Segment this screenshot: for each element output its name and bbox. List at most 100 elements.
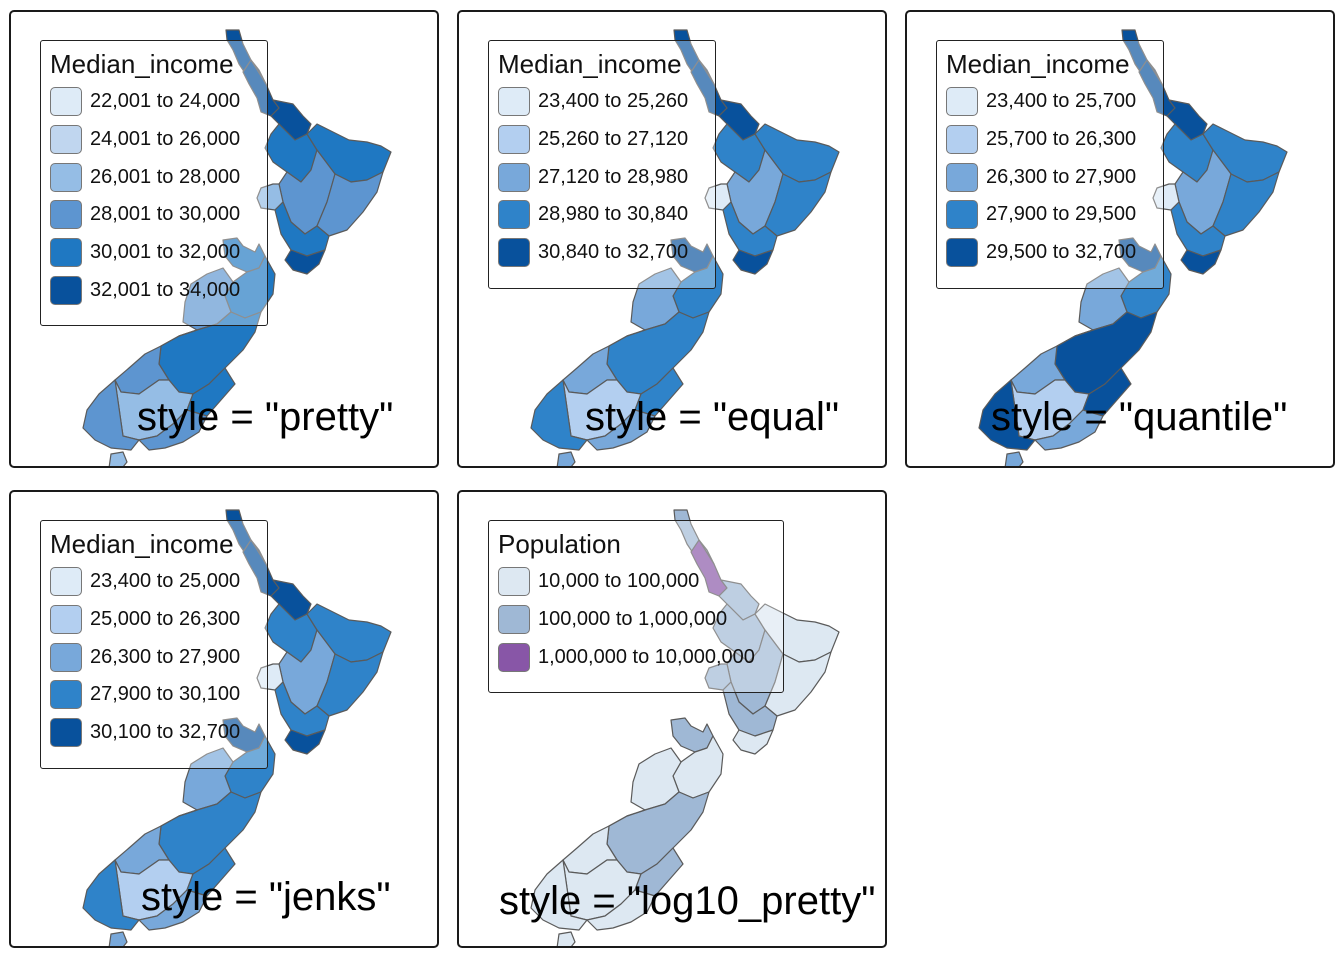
legend-item-label: 30,100 to 32,700: [90, 721, 241, 744]
legend-swatch: [498, 125, 530, 155]
legend-swatch: [498, 567, 530, 597]
map-region: [186, 367, 236, 417]
legend-item: 10,000 to 100,000: [498, 563, 774, 601]
map-region: [274, 201, 330, 257]
legend-swatch: [50, 642, 82, 672]
map-region: [1170, 201, 1226, 257]
legend-item: 25,260 to 27,120: [498, 121, 706, 159]
nz-region-map: [82, 509, 392, 946]
legend-item: 25,000 to 26,300: [50, 601, 258, 639]
legend-item: 30,840 to 32,700: [498, 234, 706, 272]
style-caption: style = "jenks": [141, 875, 391, 919]
legend-swatch: [946, 238, 978, 268]
legend-item-label: 25,260 to 27,120: [538, 128, 689, 151]
map-region: [186, 847, 236, 897]
map-region: [634, 847, 684, 897]
map-region: [690, 539, 728, 597]
map-region: [634, 367, 684, 417]
map-region: [284, 729, 326, 755]
map-region: [1034, 409, 1104, 451]
legend-swatch: [50, 275, 82, 305]
legend: Median_income 23,400 to 25,000 25,000 to…: [40, 520, 268, 769]
legend-swatch: [50, 718, 82, 748]
legend-item-label: 30,001 to 32,000: [90, 241, 241, 264]
legend-item: 22,001 to 24,000: [50, 83, 258, 121]
legend-item: 26,300 to 27,900: [50, 638, 258, 676]
legend-swatch: [50, 87, 82, 117]
legend-item-label: 25,000 to 26,300: [90, 608, 241, 631]
legend-item-label: 27,900 to 30,100: [90, 683, 241, 706]
legend-item: 29,500 to 32,700: [946, 234, 1154, 272]
legend-item: 100,000 to 1,000,000: [498, 601, 774, 639]
map-region: [722, 681, 778, 737]
map-region: [732, 249, 774, 275]
legend-item: 24,001 to 26,000: [50, 121, 258, 159]
legend-item: 26,001 to 28,000: [50, 158, 258, 196]
map-region: [764, 651, 832, 717]
legend-item: 27,900 to 29,500: [946, 196, 1154, 234]
map-region: [1180, 249, 1222, 275]
map-panel-jenks: Median_income 23,400 to 25,000 25,000 to…: [9, 490, 439, 948]
legend-item-label: 23,400 to 25,000: [90, 570, 241, 593]
map-region: [586, 409, 656, 451]
legend-swatch: [498, 162, 530, 192]
legend-swatch: [50, 680, 82, 710]
legend-item: 1,000,000 to 10,000,000: [498, 638, 774, 676]
legend-item-label: 28,001 to 30,000: [90, 203, 241, 226]
legend-swatch: [946, 162, 978, 192]
map-region: [108, 451, 128, 466]
legend-swatch: [498, 642, 530, 672]
legend: Population 10,000 to 100,000 100,000 to …: [488, 520, 784, 693]
map-region: [138, 409, 208, 451]
legend-item: 23,400 to 25,260: [498, 83, 706, 121]
legend-swatch: [498, 87, 530, 117]
map-region: [1212, 171, 1280, 237]
legend-item-label: 26,001 to 28,000: [90, 165, 241, 188]
legend: Median_income 23,400 to 25,260 25,260 to…: [488, 40, 716, 289]
map-region: [732, 729, 774, 755]
legend-item-label: 100,000 to 1,000,000: [538, 608, 728, 631]
legend-item-label: 1,000,000 to 10,000,000: [538, 645, 755, 668]
style-caption: style = "quantile": [991, 395, 1288, 439]
legend-item: 27,120 to 28,980: [498, 158, 706, 196]
legend-swatch: [946, 125, 978, 155]
style-caption: style = "equal": [585, 395, 840, 439]
map-region: [316, 171, 384, 237]
legend-title: Median_income: [50, 49, 234, 79]
map-panel-quantile: Median_income 23,400 to 25,700 25,700 to…: [905, 10, 1335, 468]
legend-swatch: [946, 87, 978, 117]
map-region: [556, 931, 576, 946]
legend-item: 23,400 to 25,700: [946, 83, 1154, 121]
legend-title: Median_income: [498, 49, 682, 79]
map-region: [82, 379, 140, 451]
map-region: [764, 171, 832, 237]
map-region: [108, 931, 128, 946]
legend-item-label: 23,400 to 25,700: [986, 90, 1137, 113]
legend-swatch: [50, 125, 82, 155]
map-region: [284, 249, 326, 275]
map-region: [1082, 367, 1132, 417]
legend-title: Median_income: [50, 529, 234, 559]
legend-swatch: [498, 605, 530, 635]
legend-item-label: 23,400 to 25,260: [538, 90, 689, 113]
style-caption: style = "log10_pretty": [499, 879, 876, 923]
map-region: [556, 451, 576, 466]
map-region: [530, 859, 588, 931]
legend-item-label: 26,300 to 27,900: [986, 165, 1137, 188]
legend-swatch: [498, 200, 530, 230]
legend-swatch: [498, 238, 530, 268]
map-region: [274, 681, 330, 737]
nz-region-map: [82, 29, 392, 466]
legend-item-label: 27,120 to 28,980: [538, 165, 689, 188]
legend-item-label: 26,300 to 27,900: [90, 645, 241, 668]
legend-item: 25,700 to 26,300: [946, 121, 1154, 159]
legend-title: Population: [498, 529, 621, 559]
legend-item: 23,400 to 25,000: [50, 563, 258, 601]
legend-item-label: 30,840 to 32,700: [538, 241, 689, 264]
map-region: [690, 59, 728, 117]
nz-region-map: [978, 29, 1288, 466]
legend-swatch: [50, 605, 82, 635]
legend-item: 27,900 to 30,100: [50, 676, 258, 714]
legend-item-label: 27,900 to 29,500: [986, 203, 1137, 226]
map-region: [242, 539, 280, 597]
